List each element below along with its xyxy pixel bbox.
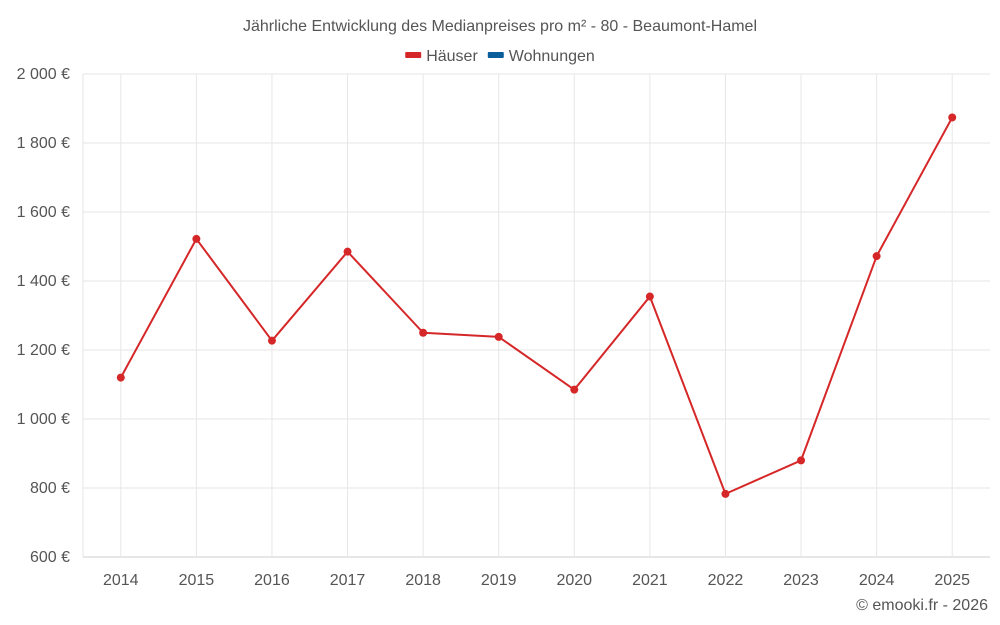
data-point[interactable] — [192, 234, 201, 243]
legend: Häuser Wohnungen — [405, 48, 595, 65]
x-tick-label: 2022 — [708, 572, 744, 589]
x-axis: 2014 2015 2016 2017 2018 2019 2020 2021 2022 2023… — [103, 572, 970, 589]
data-point[interactable] — [570, 385, 579, 394]
data-point[interactable] — [948, 113, 957, 122]
data-point[interactable] — [872, 252, 881, 261]
x-tick-label: 2024 — [859, 572, 895, 589]
legend-item[interactable]: Wohnungen — [487, 48, 595, 65]
data-point[interactable] — [419, 328, 428, 337]
y-tick-label: 2 000 € — [17, 66, 70, 83]
x-tick-label: 2025 — [934, 572, 970, 589]
y-axis: 600 € 800 € 1 000 € 1 200 € 1 400 € 1 600 € 1 … — [17, 66, 70, 566]
y-tick-label: 800 € — [30, 480, 70, 497]
legend-label: Häuser — [426, 48, 478, 65]
data-point[interactable] — [267, 336, 276, 345]
data-point[interactable] — [721, 489, 730, 498]
y-tick-label: 1 400 € — [17, 273, 70, 290]
chart-title: Jährliche Entwicklung des Medianpreises … — [243, 18, 757, 35]
data-point[interactable] — [494, 332, 503, 341]
data-point[interactable] — [645, 292, 654, 301]
y-tick-label: 600 € — [30, 549, 70, 566]
x-tick-label: 2019 — [481, 572, 517, 589]
legend-item[interactable]: Häuser — [405, 48, 478, 65]
data-point[interactable] — [116, 373, 125, 382]
data-point[interactable] — [797, 456, 806, 465]
y-tick-label: 1 200 € — [17, 342, 70, 359]
legend-swatch — [487, 52, 504, 58]
series-line — [119, 116, 954, 495]
grid — [82, 73, 990, 558]
y-tick-label: 1 600 € — [17, 204, 70, 221]
x-tick-label: 2014 — [103, 572, 139, 589]
x-tick-label: 2018 — [405, 572, 441, 589]
y-tick-label: 1 800 € — [17, 135, 70, 152]
data-point[interactable] — [343, 247, 352, 256]
x-tick-label: 2023 — [783, 572, 819, 589]
legend-swatch — [405, 52, 422, 58]
x-tick-label: 2017 — [330, 572, 366, 589]
x-tick-label: 2015 — [179, 572, 215, 589]
x-tick-label: 2020 — [556, 572, 592, 589]
series-layer — [116, 113, 957, 498]
x-tick-label: 2021 — [632, 572, 668, 589]
y-tick-label: 1 000 € — [17, 411, 70, 428]
credit-text: © emooki.fr - 2026 — [856, 597, 988, 614]
x-tick-label: 2016 — [254, 572, 290, 589]
legend-label: Wohnungen — [509, 48, 595, 65]
